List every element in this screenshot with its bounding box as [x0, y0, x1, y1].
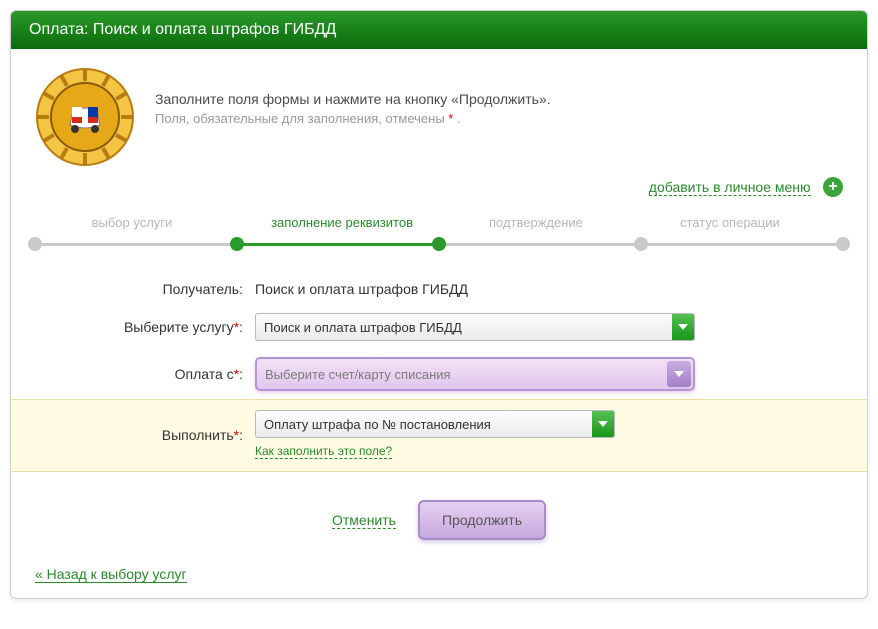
recipient-label: Получатель:: [35, 281, 255, 297]
service-label: Выберите услугу*:: [35, 319, 255, 335]
step-label-0: выбор услуги: [92, 215, 173, 230]
step-label-2: подтверждение: [489, 215, 583, 230]
intro-line2: Поля, обязательные для заполнения, отмеч…: [155, 111, 551, 126]
pay-from-row: Оплата с*: Выберите счет/карту списания: [35, 349, 843, 399]
cancel-link[interactable]: Отменить: [332, 512, 396, 529]
intro-text: Заполните поля формы и нажмите на кнопку…: [155, 67, 551, 126]
gibdd-emblem-icon: [35, 67, 135, 167]
step-dot-0: [230, 237, 244, 251]
step-dot-2: [634, 237, 648, 251]
recipient-row: Получатель: Поиск и оплата штрафов ГИБДД: [35, 273, 843, 305]
back-row: « Назад к выбору услуг: [11, 560, 867, 598]
execute-label: Выполнить*:: [35, 427, 255, 443]
step-dot-3: [836, 237, 850, 251]
back-link[interactable]: « Назад к выбору услуг: [35, 566, 187, 583]
service-row: Выберите услугу*: Поиск и оплата штрафов…: [35, 305, 843, 349]
intro-line1: Заполните поля формы и нажмите на кнопку…: [155, 91, 551, 107]
action-row: Отменить Продолжить: [35, 500, 843, 540]
dropdown-arrow-icon: [592, 411, 614, 437]
payment-window: Оплата: Поиск и оплата штрафов ГИБДД: [10, 10, 868, 599]
execute-help-link[interactable]: Как заполнить это поле?: [255, 444, 392, 459]
continue-button[interactable]: Продолжить: [418, 500, 546, 540]
step-label-3: статус операции: [680, 215, 780, 230]
service-select-value: Поиск и оплата штрафов ГИБДД: [264, 320, 672, 335]
page-title: Оплата: Поиск и оплата штрафов ГИБДД: [29, 21, 336, 38]
dropdown-arrow-icon: [672, 314, 694, 340]
add-to-menu-row: добавить в личное меню +: [35, 177, 843, 197]
title-bar: Оплата: Поиск и оплата штрафов ГИБДД: [11, 11, 867, 49]
execute-row: Выполнить*: Оплату штрафа по № постановл…: [11, 399, 867, 472]
execute-select-value: Оплату штрафа по № постановления: [264, 417, 592, 432]
step-label-1: заполнение реквизитов: [271, 215, 413, 230]
pay-from-label: Оплата с*:: [35, 366, 255, 382]
pay-from-placeholder: Выберите счет/карту списания: [265, 367, 665, 382]
step-track-active: [237, 243, 439, 246]
intro-row: Заполните поля формы и нажмите на кнопку…: [35, 67, 843, 167]
pay-from-select[interactable]: Выберите счет/карту списания: [255, 357, 695, 391]
content-area: Заполните поля формы и нажмите на кнопку…: [11, 49, 867, 560]
recipient-value: Поиск и оплата штрафов ГИБДД: [255, 281, 843, 297]
progress-steps: выбор услуги заполнение реквизитов подтвер…: [35, 215, 843, 255]
dropdown-arrow-icon: [667, 361, 691, 387]
service-select[interactable]: Поиск и оплата штрафов ГИБДД: [255, 313, 695, 341]
execute-select[interactable]: Оплату штрафа по № постановления: [255, 410, 615, 438]
step-dot-start: [28, 237, 42, 251]
step-dot-1: [432, 237, 446, 251]
add-to-personal-menu-link[interactable]: добавить в личное меню: [649, 179, 811, 196]
plus-icon[interactable]: +: [823, 177, 843, 197]
